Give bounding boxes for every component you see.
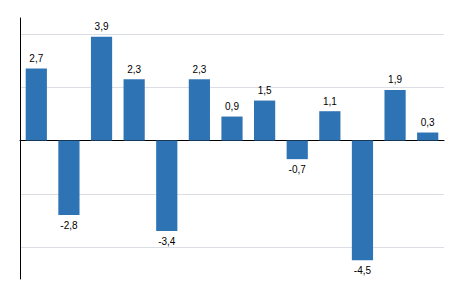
svg-text:1,9: 1,9	[388, 74, 402, 85]
svg-text:2,7: 2,7	[29, 53, 43, 64]
svg-text:3,9: 3,9	[95, 21, 109, 32]
svg-text:-0,7: -0,7	[289, 164, 307, 175]
svg-text:0,9: 0,9	[225, 101, 239, 112]
svg-text:1,1: 1,1	[323, 96, 337, 107]
svg-text:-2,8: -2,8	[60, 220, 78, 231]
svg-text:1,5: 1,5	[258, 85, 272, 96]
svg-text:-3,4: -3,4	[158, 236, 176, 247]
svg-text:0,3: 0,3	[421, 117, 435, 128]
svg-text:2,3: 2,3	[127, 64, 141, 75]
svg-text:2,3: 2,3	[192, 64, 206, 75]
svg-text:-4,5: -4,5	[354, 265, 372, 276]
